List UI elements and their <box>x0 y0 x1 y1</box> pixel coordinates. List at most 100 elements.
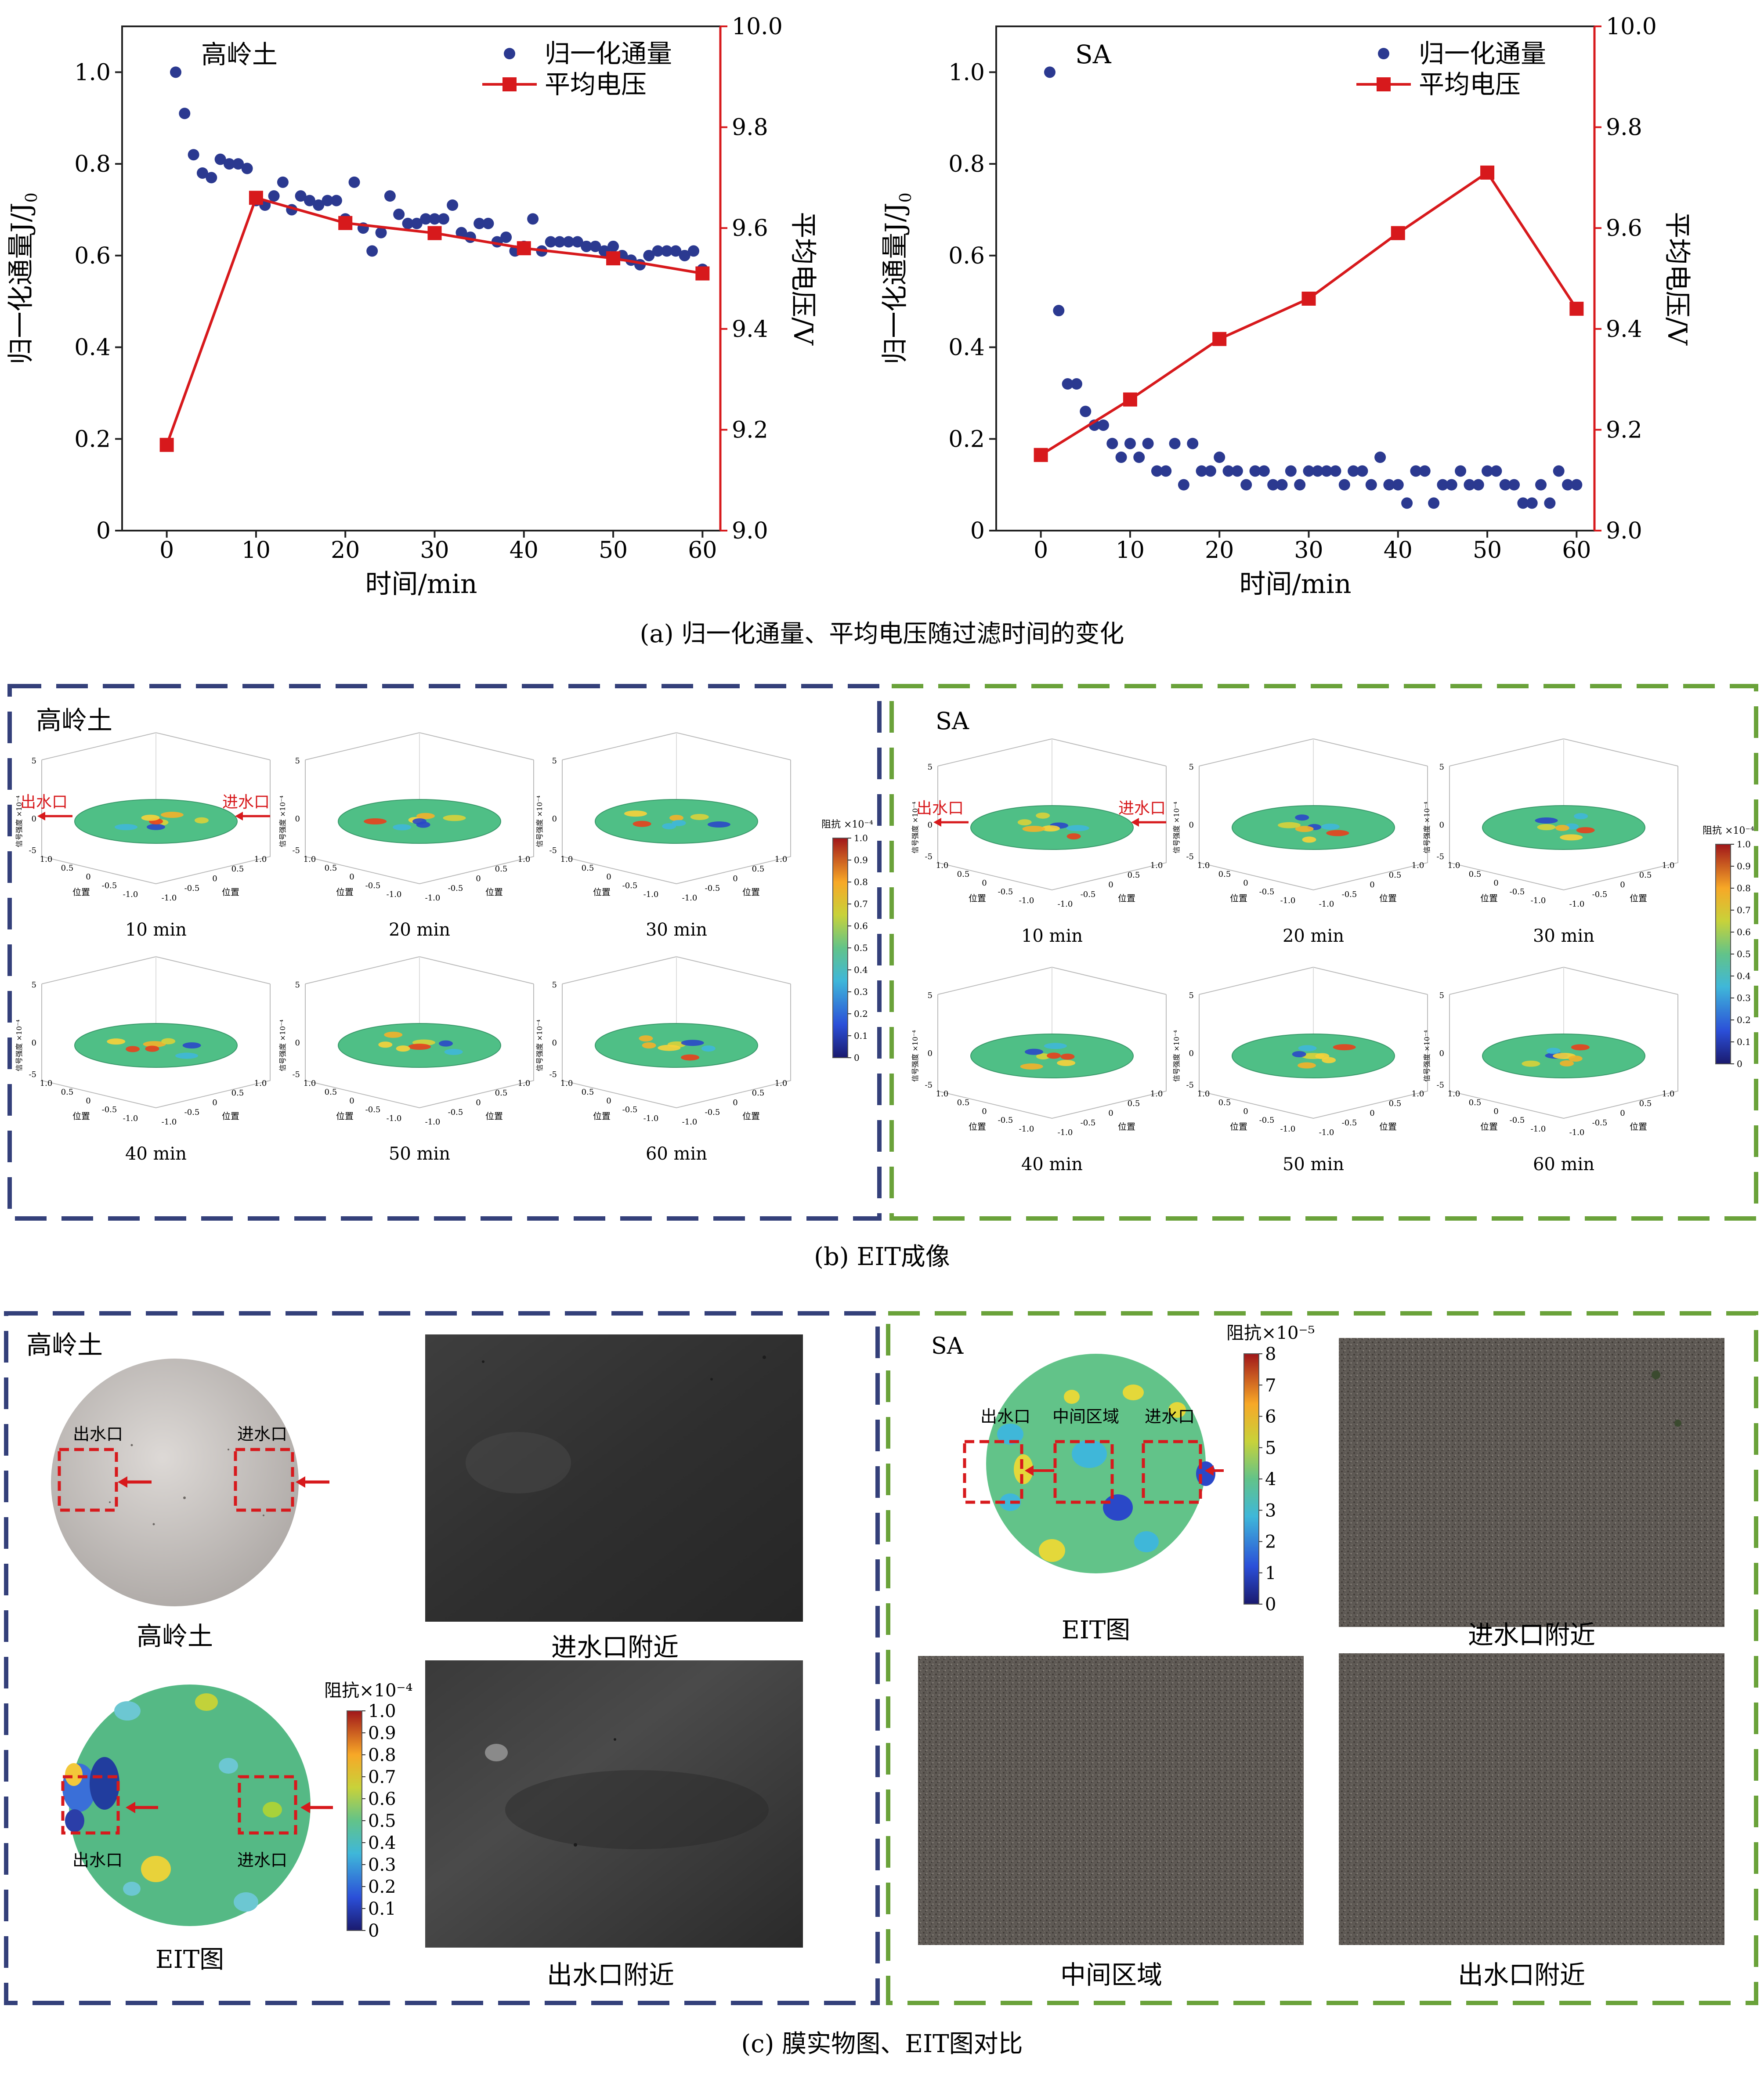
y2-tick-label: 9.6 <box>732 215 768 242</box>
eit-xy-tick: 1.0 <box>936 1089 949 1099</box>
eit-surface-blob <box>147 824 165 830</box>
eit-xy-tick: -0.5 <box>184 884 200 893</box>
eit-xy-tick: -0.5 <box>622 881 638 890</box>
eit-colorbar-kaolin: 阻抗 ×10⁻⁴ 1.0 0.9 0.8 0.7 0.6 0.5 0.4 0.3 0.2 0.1 0 <box>821 819 873 1063</box>
colorbar-tick-label: 2 <box>1265 1532 1276 1552</box>
eit-xy-tick: -1.0 <box>1569 900 1585 909</box>
colorbar-tick-label: 0.3 <box>1737 993 1751 1003</box>
eit-3d-panel: 5 0 -5 信号强度 ×10⁻⁴ 1.0 0.5 0 -0.5 -1.0 -1.0 -0.5 0 0.… <box>278 732 534 940</box>
eit-xy-tick: -0.5 <box>1510 1116 1525 1125</box>
flux-point <box>1070 378 1082 390</box>
eit-outlet-arrow <box>933 818 969 827</box>
voltage-point <box>338 216 353 230</box>
eit-surface-blob <box>416 813 435 819</box>
eit-xy-tick: -1.0 <box>1319 900 1334 909</box>
legend-voltage-label: 平均电压 <box>1419 69 1521 99</box>
eit-xy-tick: 0.5 <box>1469 1098 1482 1107</box>
colorbar-tick-label: 0.1 <box>368 1899 396 1919</box>
flux-point <box>1482 465 1493 477</box>
eit-xy-tick: 0.5 <box>957 1098 970 1107</box>
flux-point <box>1115 452 1127 463</box>
eit-pos-label: 位置 <box>1480 1121 1498 1132</box>
eit-3d-panel: 5 0 -5 信号强度 ×10⁻⁴ 1.0 0.5 0 -0.5 -1.0 -1.0 -0.5 0 0.… <box>1423 738 1678 946</box>
eit-xy-tick: -1.0 <box>682 893 698 903</box>
eit-surface-blob <box>396 1045 410 1052</box>
flux-point <box>643 249 655 261</box>
eit-inlet-label: 进水口 <box>222 793 270 811</box>
flux-point <box>1401 497 1413 509</box>
eit-z-tick: -5 <box>1436 1081 1444 1090</box>
eit-time-label: 30 min <box>646 920 707 940</box>
eit-surface-blob <box>1036 812 1050 819</box>
eit-pos-label: 位置 <box>72 1111 90 1121</box>
eit-xy-tick: -1.0 <box>123 1114 138 1123</box>
eit-z-tick: 5 <box>32 756 36 766</box>
eit-surface-blob <box>1295 814 1309 821</box>
eit-signal-label: 信号强度 ×10⁻⁴ <box>911 802 919 853</box>
flux-point <box>1526 497 1538 509</box>
eit-surface-blob <box>1321 824 1340 830</box>
eit-xy-tick: 0.5 <box>1639 871 1652 880</box>
eit-xy-tick: 0 <box>606 1096 611 1106</box>
flux-point <box>1571 479 1583 491</box>
colorbar-tick-label: 0.3 <box>854 987 868 997</box>
eit-surface-blob <box>195 817 209 824</box>
eit-surface-blob <box>707 821 730 828</box>
eit-surface-blob <box>438 1040 453 1047</box>
eit-xy-tick: 0 <box>733 1098 737 1107</box>
flux-point <box>1097 419 1109 431</box>
y-tick-label: 0.6 <box>948 243 985 269</box>
eit-xy-tick: -0.5 <box>365 1105 381 1114</box>
eit-xy-tick: -0.5 <box>448 884 463 893</box>
colorbar-tick-label: 0.5 <box>854 943 868 953</box>
flux-point <box>1356 465 1368 477</box>
eit-xy-tick: -0.5 <box>102 881 117 890</box>
photo-kaolin-outlet <box>425 1660 803 1948</box>
colorbar-c-kaolin: 阻抗×10⁻⁴ 1.00.90.80.70.60.50.40.30.20.10 <box>324 1681 413 1941</box>
eit-time-label: 30 min <box>1533 926 1594 946</box>
eit-xy-tick: 1.0 <box>40 855 53 864</box>
eit-z-tick: 0 <box>32 814 36 824</box>
eit-xy-tick: -0.5 <box>102 1105 117 1114</box>
flux-point <box>1419 465 1431 477</box>
y-tick-label: 0 <box>970 518 985 544</box>
panel-title: 高岭土 <box>201 40 278 69</box>
eit-xy-tick: 0.5 <box>495 864 508 874</box>
y-tick-label: 0.2 <box>74 426 111 452</box>
eit-surface-blob <box>143 1041 166 1048</box>
colorbar-c-sa-title: 阻抗×10⁻⁵ <box>1226 1323 1315 1343</box>
colorbar-tick-label: 7 <box>1265 1375 1276 1395</box>
eit-signal-label: 信号强度 ×10⁻⁴ <box>15 795 23 847</box>
eit-z-tick: 0 <box>32 1038 36 1048</box>
eit-surface-blob <box>1571 1044 1590 1051</box>
flux-point <box>1053 305 1065 317</box>
eit-surface-blob <box>639 1035 653 1042</box>
eit-time-label: 10 min <box>125 920 187 940</box>
eit-z-tick: 0 <box>1189 821 1194 830</box>
y-axis-label-subscript: 0 <box>23 192 41 202</box>
eit-surface-blob <box>1568 1056 1583 1062</box>
eit-pos-label: 位置 <box>336 1111 354 1121</box>
voltage-point <box>249 191 263 205</box>
colorbar-tick-label: 1 <box>1265 1563 1276 1583</box>
flux-point <box>589 240 601 252</box>
colorbar-tick-label: 0.4 <box>368 1833 396 1853</box>
eit-box-edge <box>1449 994 1678 1119</box>
eit-surface-blob <box>1555 824 1569 831</box>
colorbar-tick-label: 0.8 <box>854 877 868 887</box>
flux-point <box>607 240 619 252</box>
eit-map-sa <box>986 1354 1215 1573</box>
flux-point <box>384 190 396 202</box>
eit-xy-tick: -1.0 <box>1058 900 1073 909</box>
eit-xy-tick: -1.0 <box>162 1117 177 1127</box>
eit-surface-blob <box>1060 1053 1075 1060</box>
eit-xy-tick: 0.5 <box>1218 1098 1231 1107</box>
eit-3d-panel: 5 0 -5 信号强度 ×10⁻⁴ 1.0 0.5 0 -0.5 -1.0 -1.0 -0.5 0 0.… <box>1172 738 1428 946</box>
eit-surface-blob <box>662 823 676 830</box>
flux-point <box>1249 465 1261 477</box>
legend-flux-marker <box>504 48 515 59</box>
eit-signal-label: 信号强度 ×10⁻⁴ <box>535 795 544 847</box>
caption-b: (b) EIT成像 <box>814 1243 950 1271</box>
eit-xy-tick: 0 <box>86 872 90 882</box>
voltage-point <box>1480 165 1495 180</box>
